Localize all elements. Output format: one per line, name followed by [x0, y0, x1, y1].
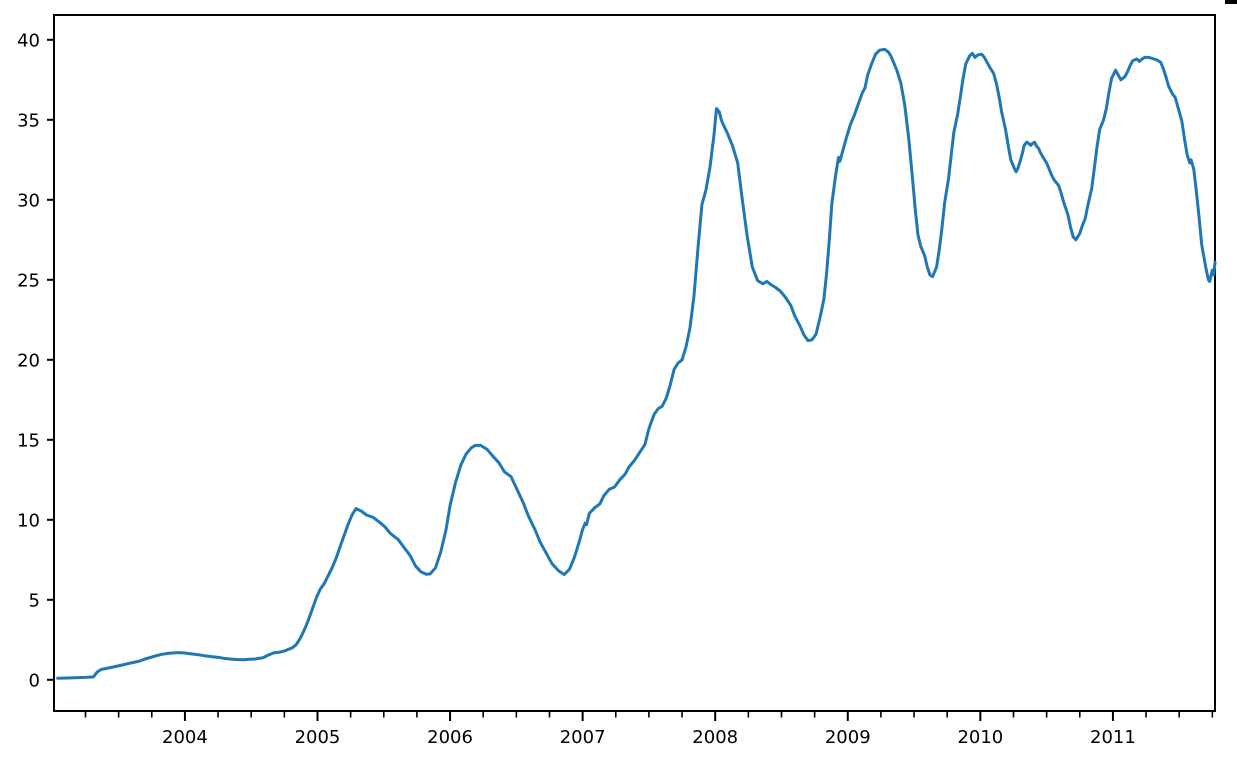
y-tick-label: 40: [17, 30, 40, 51]
x-tick-label: 2005: [295, 727, 341, 748]
x-tick-label: 2011: [1090, 727, 1136, 748]
x-tick-label: 2008: [692, 727, 738, 748]
x-tick-label: 2006: [427, 727, 473, 748]
y-tick-label: 10: [17, 510, 40, 531]
x-tick-label: 2004: [162, 727, 208, 748]
plot-border: [53, 14, 1216, 712]
y-tick-label: 5: [29, 590, 40, 611]
y-tick-label: 30: [17, 190, 40, 211]
corner-artifact: [1225, 0, 1237, 4]
x-tick-label: 2007: [560, 727, 606, 748]
data-line-series: [56, 47, 1217, 680]
x-tick-label: 2009: [825, 727, 871, 748]
x-tick-label: 2010: [957, 727, 1003, 748]
y-tick-label: 0: [29, 670, 40, 691]
y-tick-label: 25: [17, 270, 40, 291]
y-tick-label: 20: [17, 350, 40, 371]
y-tick-label: 35: [17, 110, 40, 131]
y-tick-label: 15: [17, 430, 40, 451]
